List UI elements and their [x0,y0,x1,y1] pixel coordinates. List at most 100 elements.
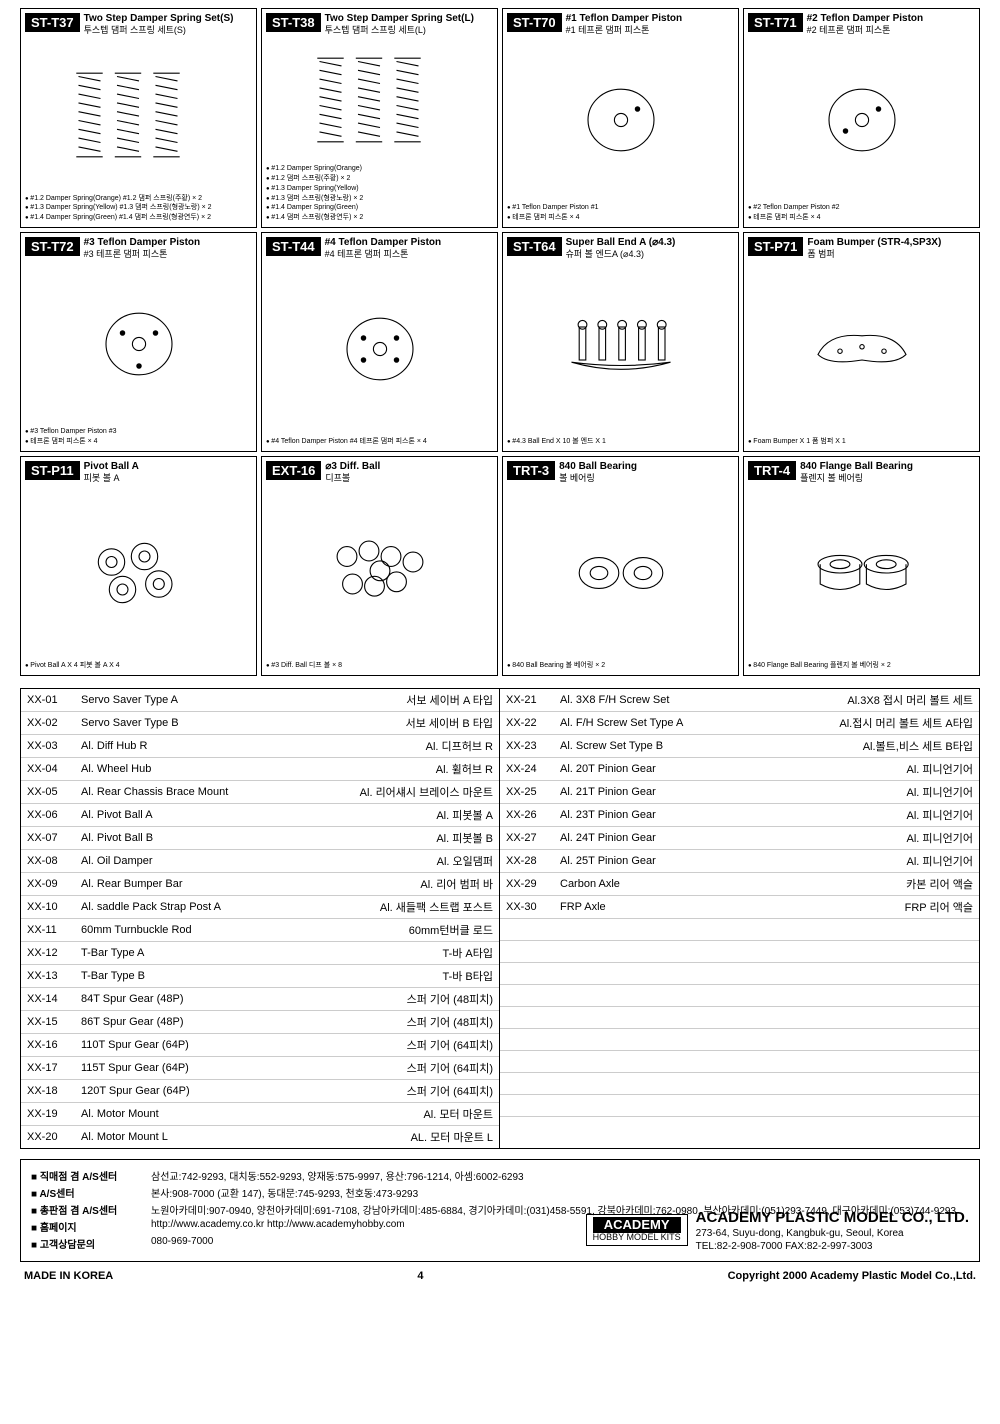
xx-row-empty [500,963,979,985]
xx-left-col: XX-01 Servo Saver Type A 서보 세이버 A 타입XX-0… [21,689,500,1148]
xx-row: XX-23 Al. Screw Set Type B Al.볼트,비스 세트 B… [500,735,979,758]
xx-row: XX-30 FRP Axle FRP 리어 액슬 [500,896,979,919]
part-cell: ST-T38 Two Step Damper Spring Set(L) 투스텝… [261,8,498,228]
part-title: 840 Flange Ball Bearing 플렌지 볼 베어링 [800,461,975,484]
part-note: 840 Ball Bearing 볼 베어링 × 2 [507,661,734,671]
logo-text: ACADEMY [593,1217,681,1233]
part-cell: ST-T44 #4 Teflon Damper Piston #4 테프론 댐퍼… [261,232,498,452]
xx-row: XX-11 60mm Turnbuckle Rod 60mm턴버클 로드 [21,919,499,942]
xx-row-empty [500,1073,979,1095]
part-note: #4 Teflon Damper Piston #4 테프론 댐퍼 피스톤 × … [266,437,493,447]
footer-label: 총판점 겸 A/S센터 [31,1202,151,1217]
xx-row: XX-16 110T Spur Gear (64P) 스퍼 기어 (64피치) [21,1034,499,1057]
xx-kr: Al. 피니언기어 [907,830,974,846]
xx-en: 115T Spur Gear (64P) [81,1062,407,1074]
part-title: Foam Bumper (STR-4,SP3X) 폼 범퍼 [807,237,975,260]
part-code: ST-T72 [25,237,80,256]
xx-row: XX-27 Al. 24T Pinion Gear Al. 피니언기어 [500,827,979,850]
xx-code: XX-20 [27,1131,81,1143]
part-footer: #2 Teflon Damper Piston #2테프론 댐퍼 피스톤 × 4 [748,203,975,223]
part-footer: #4.3 Ball End X 10 볼 엔드 X 1 [507,437,734,447]
part-diagram [507,484,734,661]
xx-row-empty [500,919,979,941]
xx-en: Al. Diff Hub R [81,740,426,752]
part-title-kr: 투스텝 댐퍼 스프링 세트(S) [84,25,252,36]
xx-row-empty [500,1007,979,1029]
part-header: ST-T38 Two Step Damper Spring Set(L) 투스텝… [266,13,493,36]
xx-en: T-Bar Type B [81,970,442,982]
part-note: #1.2 댐퍼 스프링(주황) × 2 [266,174,493,184]
xx-kr: Al.볼트,비스 세트 B타입 [863,738,973,754]
company-tel: TEL:82-2-908-7000 FAX:82-2-997-3003 [696,1240,969,1253]
xx-kr: 스퍼 기어 (48피치) [407,1014,493,1030]
part-title-kr: 슈퍼 볼 엔드A (⌀4.3) [566,249,734,260]
part-cell: ST-T64 Super Ball End A (⌀4.3) 슈퍼 볼 엔드A … [502,232,739,452]
company-text: ACADEMY PLASTIC MODEL CO., LTD. 273-64, … [696,1208,969,1254]
xx-code: XX-10 [27,901,81,913]
part-footer: #1.2 Damper Spring(Orange)#1.2 댐퍼 스프링(주황… [266,164,493,223]
xx-kr: Al. 리어섀시 브레이스 마운트 [360,784,493,800]
part-diagram [25,260,252,428]
xx-code: XX-07 [27,832,81,844]
part-footer: #1 Teflon Damper Piston #1테프론 댐퍼 피스톤 × 4 [507,203,734,223]
parts-grid: ST-T37 Two Step Damper Spring Set(S) 투스텝… [20,8,980,676]
xx-en: T-Bar Type A [81,947,442,959]
part-header: TRT-4 840 Flange Ball Bearing 플렌지 볼 베어링 [748,461,975,484]
xx-kr: 60mm턴버클 로드 [409,922,493,938]
part-code: TRT-4 [748,461,796,480]
xx-row-empty [500,1117,979,1139]
xx-row: XX-02 Servo Saver Type B 서보 세이버 B 타입 [21,712,499,735]
part-title: #2 Teflon Damper Piston #2 테프론 댐퍼 피스톤 [807,13,975,36]
part-cell: EXT-16 ⌀3 Diff. Ball 디프볼 #3 Diff. Ball 디… [261,456,498,676]
part-cell: ST-T70 #1 Teflon Damper Piston #1 테프론 댐퍼… [502,8,739,228]
part-header: ST-T72 #3 Teflon Damper Piston #3 테프론 댐퍼… [25,237,252,260]
xx-en: 84T Spur Gear (48P) [81,993,407,1005]
part-title: #4 Teflon Damper Piston #4 테프론 댐퍼 피스톤 [325,237,493,260]
xx-en: Al. F/H Screw Set Type A [560,717,839,729]
xx-row: XX-20 Al. Motor Mount L AL. 모터 마운트 L [21,1126,499,1148]
xx-en: Al. Motor Mount [81,1108,423,1120]
part-title-kr: 피봇 볼 A [84,473,252,484]
part-footer: Foam Bumper X 1 폼 범퍼 X 1 [748,437,975,447]
part-title-kr: #1 테프론 댐퍼 피스톤 [566,25,734,36]
part-note: #1.4 Damper Spring(Green) [266,203,493,213]
part-title-en: 840 Ball Bearing [559,461,734,473]
footer-label: 직매점 겸 A/S센터 [31,1168,151,1183]
bottom-bar: MADE IN KOREA 4 Copyright 2000 Academy P… [20,1270,980,1282]
xx-en: Al. saddle Pack Strap Post A [81,901,380,913]
xx-code: XX-14 [27,993,81,1005]
xx-en: 60mm Turnbuckle Rod [81,924,409,936]
footer-value: 본사:908-7000 (교환 147), 동대문:745-9293, 천호동:… [151,1185,969,1200]
part-header: TRT-3 840 Ball Bearing 볼 베어링 [507,461,734,484]
xx-code: XX-19 [27,1108,81,1120]
part-code: ST-T70 [507,13,562,32]
xx-en: Carbon Axle [560,878,906,890]
xx-row: XX-29 Carbon Axle 카본 리어 액슬 [500,873,979,896]
xx-row: XX-21 Al. 3X8 F/H Screw Set Al.3X8 접시 머리… [500,689,979,712]
footer-row: A/S센터 본사:908-7000 (교환 147), 동대문:745-9293… [31,1185,969,1200]
xx-code: XX-06 [27,809,81,821]
part-note: 테프론 댐퍼 피스톤 × 4 [507,213,734,223]
part-title-kr: #4 테프론 댐퍼 피스톤 [325,249,493,260]
part-cell: TRT-4 840 Flange Ball Bearing 플렌지 볼 베어링 … [743,456,980,676]
part-note: 테프론 댐퍼 피스톤 × 4 [25,437,252,447]
xx-code: XX-17 [27,1062,81,1074]
xx-row: XX-01 Servo Saver Type A 서보 세이버 A 타입 [21,689,499,712]
xx-kr: 스퍼 기어 (64피치) [407,1037,493,1053]
xx-row: XX-25 Al. 21T Pinion Gear Al. 피니언기어 [500,781,979,804]
part-cell: ST-T37 Two Step Damper Spring Set(S) 투스텝… [20,8,257,228]
xx-row: XX-22 Al. F/H Screw Set Type A Al.접시 머리 … [500,712,979,735]
part-note: #1.2 Damper Spring(Orange) #1.2 댐퍼 스프링(주… [25,194,252,204]
xx-kr: Al. 피봇볼 A [436,807,493,823]
academy-logo: ACADEMY HOBBY MODEL KITS [586,1214,688,1246]
xx-en: Al. Pivot Ball A [81,809,436,821]
xx-row: XX-18 120T Spur Gear (64P) 스퍼 기어 (64피치) [21,1080,499,1103]
xx-kr: Al. 휠허브 R [436,761,493,777]
part-title-en: 840 Flange Ball Bearing [800,461,975,473]
xx-row: XX-24 Al. 20T Pinion Gear Al. 피니언기어 [500,758,979,781]
footer-label: A/S센터 [31,1185,151,1200]
xx-kr: Al.접시 머리 볼트 세트 A타입 [839,715,973,731]
part-diagram [266,36,493,164]
xx-en: Al. Rear Bumper Bar [81,878,420,890]
xx-row: XX-03 Al. Diff Hub R Al. 디프허브 R [21,735,499,758]
